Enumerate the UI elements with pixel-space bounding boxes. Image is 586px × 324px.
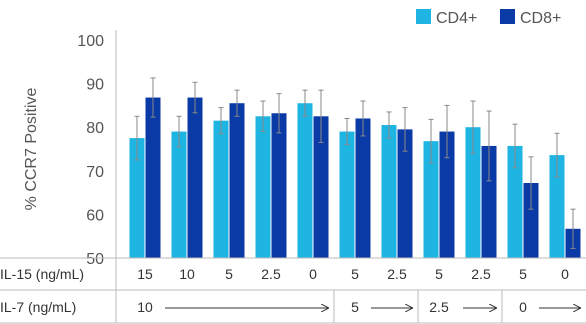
il15-value: 2.5 — [387, 266, 407, 282]
bar-cd4-10 — [549, 155, 565, 258]
il7-value: 10 — [137, 299, 153, 315]
condition-table: IL-15 (ng/mL) IL-7 (ng/mL) 15 10 5 2.5 0 5 2.5 5 2… — [0, 257, 586, 324]
bars — [129, 77, 581, 259]
bar-cd4-1 — [171, 131, 187, 258]
bar-cd4-0 — [129, 138, 145, 258]
bar-cd4-5 — [339, 131, 355, 258]
bar-cd8-3 — [271, 113, 287, 258]
bar-cd4-9 — [507, 145, 523, 258]
bar-cd8-9 — [523, 183, 539, 258]
bar-cd4-2 — [213, 120, 229, 258]
il15-value: 0 — [561, 266, 569, 282]
y-tick-label: 70 — [86, 164, 104, 181]
bar-cd4-3 — [255, 116, 271, 258]
legend-swatch-1 — [500, 9, 515, 24]
il15-value: 0 — [309, 266, 317, 282]
row-label-il15: IL-15 (ng/mL) — [0, 266, 84, 282]
y-tick-label: 80 — [86, 120, 104, 137]
legend-label-0: CD4+ — [436, 10, 477, 27]
bar-cd4-6 — [381, 125, 397, 259]
il15-value: 2.5 — [261, 266, 281, 282]
il15-value: 2.5 — [471, 266, 491, 282]
bar-cd8-6 — [397, 129, 413, 258]
bar-cd8-7 — [439, 131, 455, 258]
bar-cd8-4 — [313, 116, 329, 258]
legend: CD4+ CD8+ — [416, 9, 561, 27]
il7-value: 5 — [351, 299, 359, 315]
il15-value: 10 — [179, 266, 195, 282]
bar-cd4-7 — [423, 141, 439, 258]
bar-cd8-8 — [481, 145, 497, 258]
il15-value: 5 — [225, 266, 233, 282]
il7-value: 0 — [519, 299, 527, 315]
il15-value: 5 — [435, 266, 443, 282]
legend-label-1: CD8+ — [520, 10, 561, 27]
bar-cd8-5 — [355, 118, 371, 258]
il15-value: 5 — [519, 266, 527, 282]
bar-cd8-0 — [145, 97, 161, 258]
y-axis-ticks: 50 60 70 80 90 100 — [77, 33, 104, 268]
bar-cd8-1 — [187, 97, 203, 258]
y-tick-label: 50 — [86, 251, 104, 268]
row-label-il7: IL-7 (ng/mL) — [0, 299, 76, 315]
y-tick-label: 100 — [77, 33, 104, 50]
y-tick-label: 60 — [86, 207, 104, 224]
bar-cd4-4 — [297, 103, 313, 258]
bar-cd8-2 — [229, 103, 245, 258]
il7-value: 2.5 — [429, 299, 449, 315]
y-axis-label: % CCR7 Positive — [23, 88, 40, 211]
bar-cd4-8 — [465, 127, 481, 258]
il15-value: 5 — [351, 266, 359, 282]
y-tick-label: 90 — [86, 77, 104, 94]
il15-value: 15 — [137, 266, 153, 282]
legend-swatch-0 — [416, 9, 431, 24]
